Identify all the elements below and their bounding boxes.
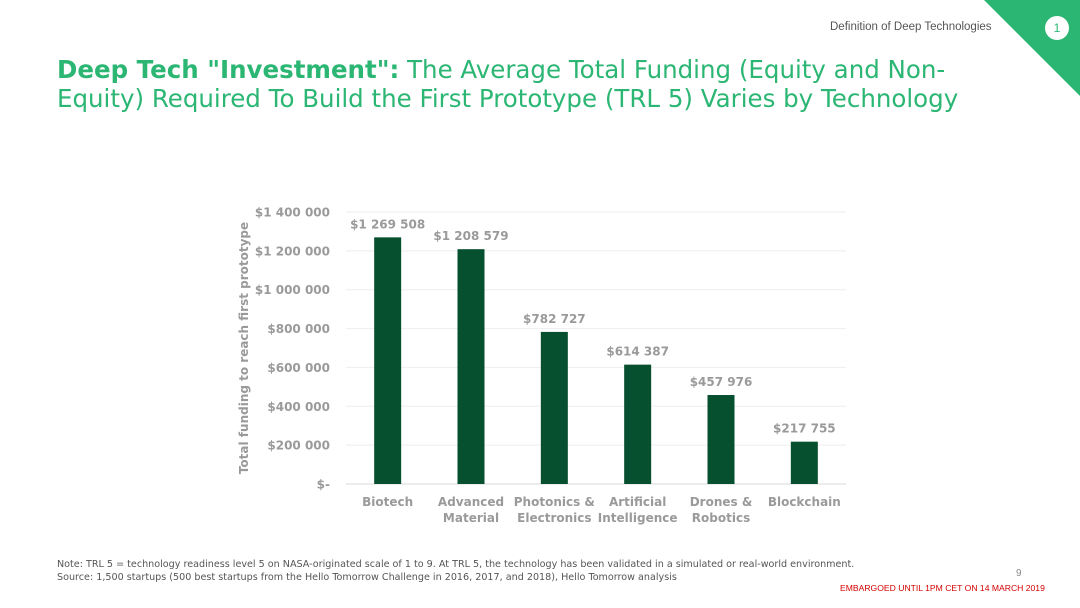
x-axis-categories: Biotech Advanced Material Photonics & Electr… [362, 495, 841, 525]
category-label: Biotech [362, 495, 413, 509]
section-label: Definition of Deep Technologies [830, 21, 992, 33]
footnote-note: Note: TRL 5 = technology readiness level… [57, 559, 855, 570]
y-tick-label: $1 400 000 [255, 206, 330, 220]
y-axis-title: Total funding to reach first prototype [237, 222, 251, 474]
bar [540, 331, 568, 484]
data-label: $782 727 [523, 312, 586, 326]
y-tick-label: $- [317, 478, 330, 492]
data-labels: $1 269 508 $1 208 579 $782 727 $614 387 $457… [350, 217, 836, 435]
category-label: Photonics & [514, 495, 595, 509]
embargo-notice: EMBARGOED UNTIL 1PM CET ON 14 MARCH 2019 [840, 583, 1045, 593]
category-label: Intelligence [598, 511, 678, 525]
data-label: $614 387 [606, 345, 669, 359]
y-tick-label: $1 200 000 [255, 244, 330, 258]
category-label: Artificial [609, 495, 666, 509]
category-label: Blockchain [768, 495, 841, 509]
footnote: Note: TRL 5 = technology readiness level… [57, 558, 854, 584]
bar [374, 237, 402, 484]
y-tick-label: $1 000 000 [255, 283, 330, 297]
category-label: Robotics [692, 511, 750, 525]
data-label: $457 976 [690, 375, 753, 389]
y-tick-label: $800 000 [267, 322, 330, 336]
category-label: Material [443, 511, 499, 525]
page-number: 9 [1016, 568, 1022, 579]
category-label: Advanced [438, 495, 504, 509]
y-tick-label: $600 000 [267, 361, 330, 375]
footnote-source: Source: 1,500 startups (500 best startup… [57, 572, 677, 583]
section-number-badge: 1 [1045, 16, 1069, 40]
y-tick-label: $200 000 [267, 439, 330, 453]
bar [790, 441, 818, 484]
bars [374, 237, 818, 484]
data-label: $1 208 579 [433, 229, 508, 243]
bar [457, 249, 485, 484]
bar [707, 395, 735, 484]
bar [624, 364, 652, 484]
category-label: Electronics [517, 511, 591, 525]
page-title-regular: The Average Total Funding (Equity and No… [57, 55, 959, 113]
data-label: $1 269 508 [350, 217, 425, 231]
y-tick-label: $400 000 [267, 400, 330, 414]
page-title-bold: Deep Tech "Investment": [57, 55, 400, 84]
data-label: $217 755 [773, 422, 836, 436]
gridlines [346, 211, 846, 485]
category-label: Drones & [690, 495, 753, 509]
y-axis-ticks: $- $200 000 $400 000 $600 000 $800 000 $1 000… [255, 206, 330, 492]
page-title: Deep Tech "Investment": The Average Tota… [57, 55, 1017, 113]
